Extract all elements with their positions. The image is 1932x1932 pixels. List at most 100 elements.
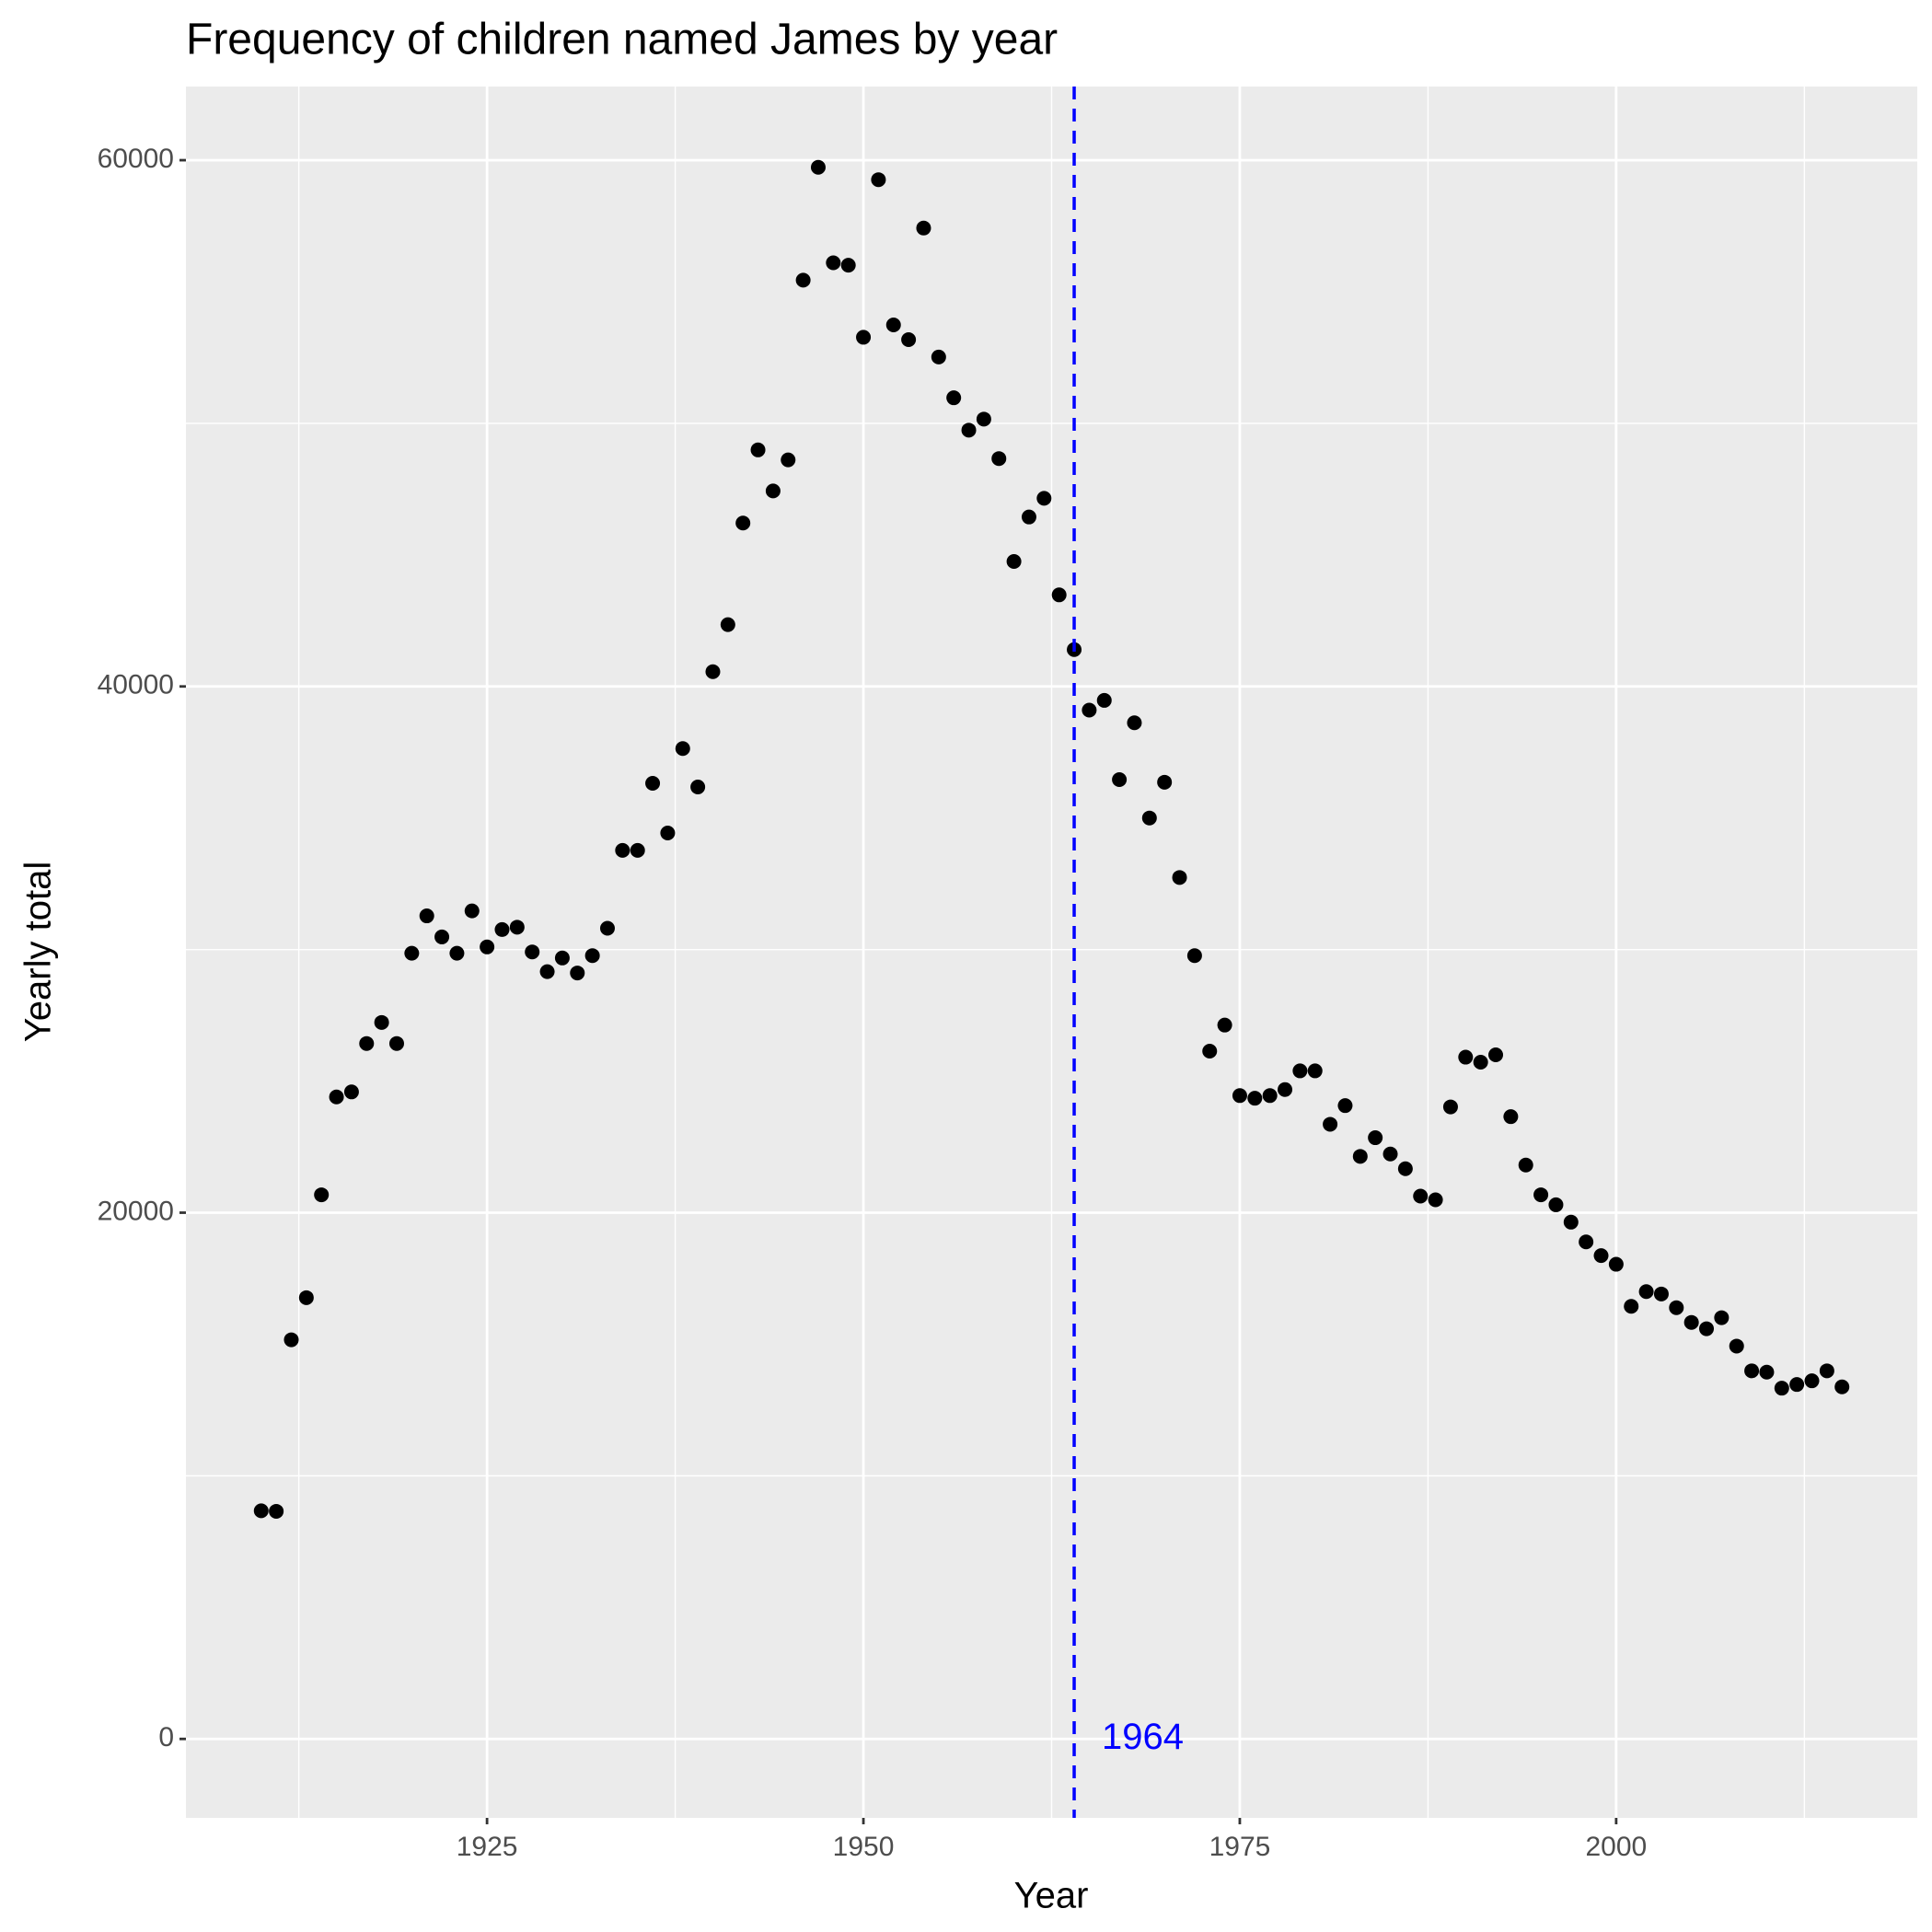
point bbox=[885, 317, 901, 332]
point bbox=[871, 172, 886, 188]
point bbox=[343, 1084, 359, 1100]
point bbox=[976, 411, 991, 427]
y-axis-title: Yearly total bbox=[18, 862, 59, 1042]
point bbox=[253, 1503, 269, 1519]
reference-label: 1964 bbox=[1102, 1717, 1184, 1757]
point bbox=[1804, 1373, 1820, 1389]
point bbox=[1307, 1063, 1323, 1079]
y-tick-label: 0 bbox=[158, 1722, 174, 1753]
point bbox=[283, 1332, 299, 1348]
y-tick-label: 20000 bbox=[98, 1196, 174, 1226]
point bbox=[1112, 771, 1128, 787]
point bbox=[1579, 1234, 1594, 1250]
point bbox=[735, 515, 751, 531]
point bbox=[1533, 1187, 1549, 1203]
marks bbox=[253, 87, 1850, 1818]
point bbox=[675, 741, 690, 757]
point bbox=[1278, 1082, 1293, 1097]
point bbox=[1488, 1047, 1504, 1062]
point bbox=[615, 842, 631, 858]
point bbox=[1021, 509, 1036, 525]
point bbox=[509, 920, 525, 935]
point bbox=[1292, 1063, 1308, 1079]
point bbox=[584, 948, 600, 964]
point bbox=[1217, 1017, 1232, 1033]
y-tick-label: 40000 bbox=[98, 670, 174, 700]
point bbox=[1202, 1043, 1218, 1059]
point bbox=[599, 920, 615, 936]
point bbox=[1442, 1099, 1458, 1115]
point bbox=[690, 779, 706, 794]
x-axis-title: Year bbox=[1014, 1876, 1089, 1916]
point bbox=[464, 903, 480, 919]
point bbox=[1141, 810, 1157, 826]
point bbox=[660, 826, 676, 841]
point bbox=[388, 1035, 404, 1051]
point bbox=[1397, 1161, 1413, 1176]
point bbox=[991, 451, 1007, 467]
point bbox=[1473, 1054, 1488, 1070]
point bbox=[1518, 1157, 1533, 1173]
point bbox=[1127, 715, 1142, 731]
point bbox=[1413, 1188, 1429, 1204]
point bbox=[1036, 491, 1052, 506]
point bbox=[329, 1089, 344, 1105]
point bbox=[1819, 1363, 1834, 1379]
point bbox=[961, 422, 977, 438]
point bbox=[314, 1187, 330, 1203]
point bbox=[1368, 1130, 1383, 1146]
point bbox=[1262, 1088, 1278, 1104]
point bbox=[1232, 1088, 1247, 1104]
point bbox=[1096, 692, 1112, 708]
point bbox=[419, 908, 434, 924]
point bbox=[1247, 1091, 1263, 1106]
point bbox=[1789, 1377, 1805, 1393]
point bbox=[916, 220, 931, 236]
point bbox=[810, 159, 826, 175]
point bbox=[1699, 1321, 1715, 1336]
point bbox=[359, 1035, 375, 1051]
point bbox=[901, 332, 917, 348]
point bbox=[1352, 1149, 1368, 1164]
point bbox=[494, 921, 510, 937]
point bbox=[765, 483, 781, 499]
point bbox=[298, 1290, 314, 1305]
point bbox=[1759, 1364, 1775, 1380]
point bbox=[1714, 1310, 1730, 1325]
point bbox=[720, 617, 735, 632]
point bbox=[826, 255, 841, 271]
point bbox=[1624, 1299, 1639, 1314]
point bbox=[1669, 1300, 1684, 1315]
point bbox=[1548, 1197, 1564, 1212]
y-tick-label: 60000 bbox=[98, 144, 174, 174]
point bbox=[1323, 1116, 1338, 1132]
point bbox=[1653, 1286, 1669, 1301]
x-tick-label: 1975 bbox=[1209, 1832, 1271, 1862]
point bbox=[1608, 1256, 1624, 1272]
point bbox=[1382, 1146, 1398, 1162]
point bbox=[374, 1014, 389, 1030]
point bbox=[1337, 1098, 1353, 1114]
point bbox=[1428, 1192, 1443, 1208]
point bbox=[781, 452, 796, 468]
grid bbox=[186, 87, 1917, 1818]
point bbox=[1638, 1284, 1654, 1300]
point bbox=[645, 775, 661, 791]
point bbox=[705, 664, 721, 679]
point bbox=[1774, 1381, 1789, 1396]
point bbox=[539, 964, 555, 979]
point bbox=[1051, 587, 1067, 603]
point bbox=[1834, 1379, 1850, 1394]
point bbox=[570, 966, 585, 981]
point bbox=[1458, 1049, 1474, 1065]
point bbox=[404, 945, 420, 961]
point bbox=[1593, 1248, 1609, 1264]
point bbox=[434, 929, 450, 944]
point bbox=[856, 330, 872, 345]
point bbox=[449, 945, 465, 961]
point bbox=[931, 349, 946, 364]
point bbox=[1082, 702, 1097, 718]
point bbox=[1006, 553, 1022, 569]
x-tick-label: 1950 bbox=[833, 1832, 895, 1862]
